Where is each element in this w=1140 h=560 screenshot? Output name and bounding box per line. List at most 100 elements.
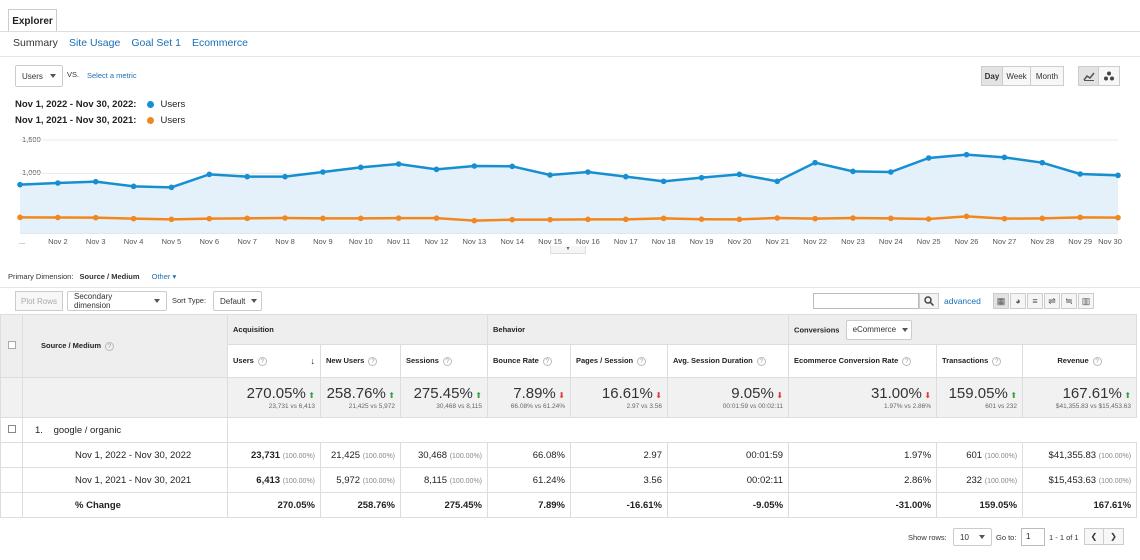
data-point[interactable]: [282, 215, 288, 221]
data-point[interactable]: [92, 214, 99, 221]
select-all-checkbox[interactable]: [7, 341, 16, 349]
show-rows-select[interactable]: 10: [953, 528, 992, 546]
data-point[interactable]: [547, 172, 553, 178]
data-point[interactable]: [471, 163, 478, 169]
data-point[interactable]: [888, 215, 894, 222]
line-chart-icon[interactable]: [1078, 66, 1099, 86]
data-point[interactable]: [1115, 172, 1121, 179]
data-point[interactable]: [660, 215, 667, 222]
data-point[interactable]: [433, 166, 440, 173]
data-point[interactable]: [395, 161, 402, 167]
help-icon[interactable]: ?: [992, 357, 1002, 366]
help-icon[interactable]: ?: [368, 357, 378, 366]
data-point[interactable]: [433, 215, 440, 221]
data-point[interactable]: [850, 215, 856, 221]
data-point[interactable]: [812, 215, 818, 222]
col-new-users[interactable]: New Users?: [320, 344, 401, 378]
pie-icon[interactable]: ◕: [1010, 293, 1026, 309]
help-icon[interactable]: ?: [902, 357, 912, 366]
data-table-icon[interactable]: ▦: [993, 293, 1009, 309]
data-point[interactable]: [1077, 171, 1083, 177]
col-revenue[interactable]: Revenue?: [1022, 344, 1138, 378]
data-point[interactable]: [736, 216, 743, 223]
pivot-icon[interactable]: ▥: [1078, 293, 1094, 309]
col-avg-duration[interactable]: Avg. Session Duration?: [666, 344, 790, 378]
subtab-summary[interactable]: Summary: [13, 37, 58, 49]
data-point[interactable]: [55, 180, 61, 186]
data-point[interactable]: [963, 213, 970, 220]
table-search-input[interactable]: [813, 293, 919, 309]
data-point[interactable]: [357, 164, 364, 171]
data-point[interactable]: [244, 215, 250, 222]
data-point[interactable]: [1115, 214, 1121, 221]
col-transactions[interactable]: Transactions?: [936, 344, 1024, 378]
subtab-site-usage[interactable]: Site Usage: [68, 37, 121, 49]
data-point[interactable]: [585, 216, 591, 223]
data-point[interactable]: [1039, 159, 1046, 166]
sort-desc-icon[interactable]: ↓: [310, 356, 316, 366]
data-point[interactable]: [395, 215, 402, 221]
other-dimension-link[interactable]: Other ▾: [151, 272, 177, 281]
col-pages-session[interactable]: Pages / Session?: [570, 344, 668, 378]
month-button[interactable]: Month: [1031, 66, 1064, 86]
search-icon[interactable]: [919, 293, 939, 309]
data-point[interactable]: [320, 215, 326, 222]
help-icon[interactable]: ?: [1092, 357, 1102, 366]
advanced-filter-link[interactable]: advanced: [944, 296, 981, 306]
help-icon[interactable]: ?: [257, 357, 267, 366]
data-point[interactable]: [698, 174, 705, 181]
data-point[interactable]: [168, 216, 175, 223]
term-cloud-icon[interactable]: ≒: [1061, 293, 1077, 309]
data-point[interactable]: [963, 151, 970, 158]
data-point[interactable]: [17, 214, 23, 221]
data-point[interactable]: [244, 173, 250, 180]
data-point[interactable]: [622, 216, 629, 223]
select-metric-link[interactable]: Select a metric: [87, 71, 137, 80]
col-sessions[interactable]: Sessions?: [400, 344, 488, 378]
data-point[interactable]: [736, 171, 743, 178]
primary-dimension-value[interactable]: Source / Medium: [79, 272, 140, 281]
col-bounce-rate[interactable]: Bounce Rate?: [487, 344, 571, 378]
row-source-link[interactable]: google / organic: [53, 424, 122, 436]
data-point[interactable]: [509, 163, 516, 170]
help-icon[interactable]: ?: [542, 357, 552, 366]
goto-input[interactable]: 1: [1021, 528, 1045, 546]
data-point[interactable]: [17, 181, 23, 188]
data-point[interactable]: [888, 169, 894, 175]
data-point[interactable]: [509, 216, 516, 223]
day-button[interactable]: Day: [981, 66, 1003, 86]
data-point[interactable]: [282, 173, 288, 180]
data-point[interactable]: [320, 169, 326, 175]
data-point[interactable]: [1039, 215, 1046, 222]
plot-rows-button[interactable]: Plot Rows: [15, 291, 63, 311]
chart-collapse-handle[interactable]: ▾: [550, 246, 586, 254]
data-point[interactable]: [206, 215, 213, 222]
data-point[interactable]: [698, 216, 705, 222]
data-point[interactable]: [660, 178, 667, 185]
col-users[interactable]: Users? ↓: [227, 344, 321, 378]
data-point[interactable]: [925, 155, 932, 161]
comparison-icon[interactable]: ⇌: [1044, 293, 1060, 309]
help-icon[interactable]: ?: [756, 357, 766, 366]
data-point[interactable]: [130, 183, 137, 190]
metric-select[interactable]: Users: [15, 65, 63, 87]
performance-icon[interactable]: ≡: [1027, 293, 1043, 309]
data-point[interactable]: [774, 215, 781, 221]
data-point[interactable]: [774, 178, 781, 185]
data-point[interactable]: [92, 178, 99, 185]
data-point[interactable]: [1001, 154, 1008, 161]
motion-chart-icon[interactable]: [1099, 66, 1120, 86]
col-conversion-rate[interactable]: Ecommerce Conversion Rate?: [788, 344, 938, 378]
data-point[interactable]: [1077, 214, 1083, 221]
data-point[interactable]: [1001, 215, 1008, 222]
data-point[interactable]: [585, 169, 591, 175]
data-point[interactable]: [622, 173, 629, 180]
prev-page-icon[interactable]: ❮: [1084, 528, 1104, 545]
data-point[interactable]: [357, 215, 364, 222]
data-point[interactable]: [168, 184, 175, 191]
subtab-ecommerce[interactable]: Ecommerce: [191, 37, 248, 49]
week-button[interactable]: Week: [1003, 66, 1031, 86]
help-icon[interactable]: ?: [442, 357, 452, 366]
data-point[interactable]: [812, 159, 818, 166]
data-point[interactable]: [55, 214, 61, 221]
